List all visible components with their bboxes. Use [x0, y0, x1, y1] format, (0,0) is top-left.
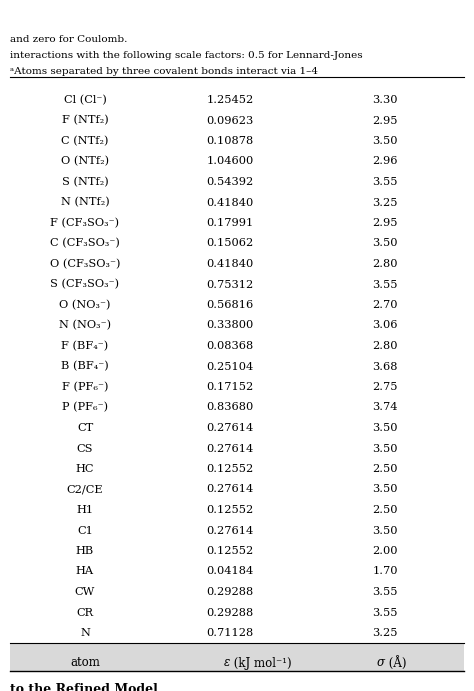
Text: 0.33800: 0.33800 [206, 321, 254, 330]
Text: 3.30: 3.30 [372, 95, 398, 105]
Text: 0.75312: 0.75312 [206, 279, 254, 290]
Text: 2.50: 2.50 [372, 505, 398, 515]
Text: C (NTf₂): C (NTf₂) [61, 136, 109, 146]
Text: N (NO₃⁻): N (NO₃⁻) [59, 321, 111, 331]
Text: 1.04600: 1.04600 [206, 156, 254, 167]
Text: 0.27614: 0.27614 [206, 423, 254, 433]
Text: 0.41840: 0.41840 [206, 198, 254, 207]
Text: 3.50: 3.50 [372, 444, 398, 453]
Text: O (NTf₂): O (NTf₂) [61, 156, 109, 167]
Text: 2.70: 2.70 [372, 300, 398, 310]
Text: 3.50: 3.50 [372, 525, 398, 536]
Text: interactions with the following scale factors: 0.5 for Lennard-Jones: interactions with the following scale fa… [10, 51, 363, 60]
Text: C1: C1 [77, 525, 93, 536]
Text: 3.25: 3.25 [372, 198, 398, 207]
Text: 1.70: 1.70 [372, 567, 398, 576]
Text: 3.55: 3.55 [372, 279, 398, 290]
Text: 0.25104: 0.25104 [206, 361, 254, 372]
Text: atom: atom [70, 656, 100, 670]
Text: 3.50: 3.50 [372, 238, 398, 249]
Text: 3.55: 3.55 [372, 177, 398, 187]
Text: 0.56816: 0.56816 [206, 300, 254, 310]
Text: 0.29288: 0.29288 [206, 607, 254, 618]
Text: ᵃAtoms separated by three covalent bonds interact via 1–4: ᵃAtoms separated by three covalent bonds… [10, 67, 318, 76]
Text: 0.12552: 0.12552 [206, 505, 254, 515]
Text: 1.25452: 1.25452 [206, 95, 254, 105]
Text: (Å): (Å) [385, 656, 407, 670]
Text: 0.17991: 0.17991 [206, 218, 254, 228]
Text: S (NTf₂): S (NTf₂) [62, 177, 109, 187]
Text: O (NO₃⁻): O (NO₃⁻) [59, 300, 111, 310]
Text: N: N [80, 628, 90, 638]
Text: 3.68: 3.68 [372, 361, 398, 372]
Text: 0.41840: 0.41840 [206, 259, 254, 269]
Text: H1: H1 [76, 505, 93, 515]
Text: 0.83680: 0.83680 [206, 402, 254, 413]
Text: F (NTf₂): F (NTf₂) [62, 115, 109, 126]
Text: ε: ε [224, 656, 230, 670]
Text: 0.04184: 0.04184 [206, 567, 254, 576]
Text: 2.50: 2.50 [372, 464, 398, 474]
Text: (kJ mol⁻¹): (kJ mol⁻¹) [230, 656, 292, 670]
Text: 3.25: 3.25 [372, 628, 398, 638]
Text: S (CF₃SO₃⁻): S (CF₃SO₃⁻) [50, 279, 119, 290]
Text: 0.12552: 0.12552 [206, 464, 254, 474]
Text: 2.95: 2.95 [372, 115, 398, 126]
Text: 0.17152: 0.17152 [206, 382, 254, 392]
Text: HB: HB [76, 546, 94, 556]
Text: 0.08368: 0.08368 [206, 341, 254, 351]
Text: CR: CR [76, 607, 93, 618]
Text: CT: CT [77, 423, 93, 433]
Text: 0.12552: 0.12552 [206, 546, 254, 556]
Text: 2.75: 2.75 [372, 382, 398, 392]
Text: σ: σ [377, 656, 385, 670]
Text: C2/CE: C2/CE [67, 484, 103, 495]
Text: 0.54392: 0.54392 [206, 177, 254, 187]
Text: 0.71128: 0.71128 [206, 628, 254, 638]
Text: to the Refined Model: to the Refined Model [10, 683, 158, 691]
Text: 0.15062: 0.15062 [206, 238, 254, 249]
Text: 0.09623: 0.09623 [206, 115, 254, 126]
Text: and zero for Coulomb.: and zero for Coulomb. [10, 35, 128, 44]
Text: 3.55: 3.55 [372, 587, 398, 597]
Text: B (BF₄⁻): B (BF₄⁻) [61, 361, 109, 372]
Text: P (PF₆⁻): P (PF₆⁻) [62, 402, 108, 413]
Text: 2.80: 2.80 [372, 341, 398, 351]
Text: 2.80: 2.80 [372, 259, 398, 269]
Text: 0.27614: 0.27614 [206, 525, 254, 536]
Text: Cl (Cl⁻): Cl (Cl⁻) [64, 95, 107, 105]
Text: CW: CW [75, 587, 95, 597]
Text: 3.74: 3.74 [372, 402, 398, 413]
Text: 3.50: 3.50 [372, 423, 398, 433]
Text: HC: HC [76, 464, 94, 474]
Text: 3.50: 3.50 [372, 136, 398, 146]
Text: 2.95: 2.95 [372, 218, 398, 228]
Text: 3.50: 3.50 [372, 484, 398, 495]
Text: 0.29288: 0.29288 [206, 587, 254, 597]
Text: CS: CS [77, 444, 93, 453]
Text: 2.00: 2.00 [372, 546, 398, 556]
Text: HA: HA [76, 567, 94, 576]
Text: 0.10878: 0.10878 [206, 136, 254, 146]
Text: 3.55: 3.55 [372, 607, 398, 618]
Text: 2.96: 2.96 [372, 156, 398, 167]
Text: F (CF₃SO₃⁻): F (CF₃SO₃⁻) [50, 218, 119, 228]
Text: 0.27614: 0.27614 [206, 484, 254, 495]
Text: 0.27614: 0.27614 [206, 444, 254, 453]
Text: F (BF₄⁻): F (BF₄⁻) [61, 341, 109, 351]
Text: 3.06: 3.06 [372, 321, 398, 330]
Text: O (CF₃SO₃⁻): O (CF₃SO₃⁻) [50, 259, 120, 269]
Text: C (CF₃SO₃⁻): C (CF₃SO₃⁻) [50, 238, 120, 249]
Text: N (NTf₂): N (NTf₂) [61, 198, 109, 208]
Text: F (PF₆⁻): F (PF₆⁻) [62, 382, 108, 392]
